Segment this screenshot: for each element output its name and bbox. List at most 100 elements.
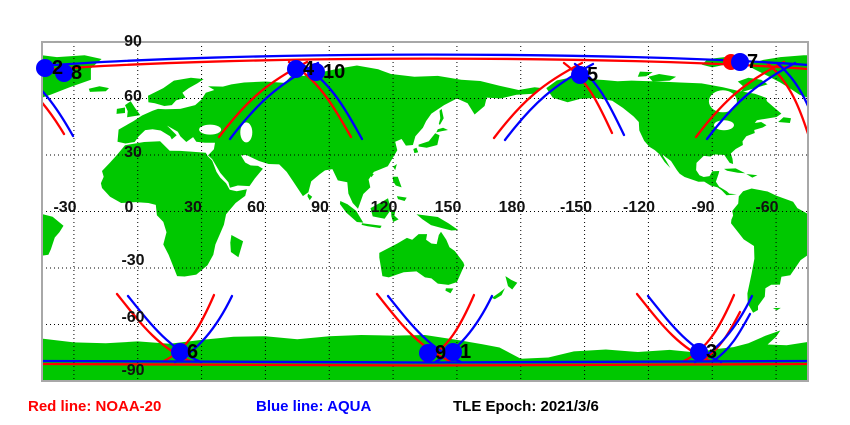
- land-falklands: [772, 307, 781, 311]
- land-sumatra: [339, 201, 364, 223]
- pass-number-2: 2: [52, 57, 63, 79]
- land-japan-kyushu: [413, 147, 419, 154]
- pass-marker-8: [55, 64, 73, 82]
- land-australia: [379, 231, 465, 285]
- land-newfoundland: [778, 117, 791, 123]
- land-mindanao: [396, 196, 407, 201]
- land-scandinavia: [148, 77, 204, 106]
- track-aqua-segment-16: [711, 312, 752, 363]
- lake-hudson-bay: [708, 90, 737, 113]
- lon-tick-180: 180: [499, 199, 526, 216]
- land-hispaniola: [746, 174, 758, 178]
- pass-marker-2: [36, 59, 54, 77]
- land-iceland: [88, 86, 109, 92]
- land-ireland: [116, 107, 125, 114]
- lon-tick--90: -90: [691, 199, 714, 216]
- land-japan-hokkaido: [436, 127, 448, 133]
- lon-tick-0: 0: [125, 199, 134, 216]
- legend-blue-line: Blue line: AQUA: [256, 398, 372, 415]
- track-noaa-20-segment-15: [682, 293, 736, 363]
- land-banks-island: [637, 71, 653, 77]
- land-cuba: [724, 168, 746, 174]
- legend-red-line: Red line: NOAA-20: [28, 398, 162, 415]
- pass-markers: 2 8 4 10 5 7 6 9 1 3: [36, 51, 758, 364]
- land-japan-honshu: [418, 133, 440, 148]
- track-noaa-20-segment-9: [42, 362, 808, 367]
- pass-number-7: 7: [747, 51, 758, 73]
- land-nz-north: [505, 276, 518, 290]
- lon-tick--150: -150: [560, 199, 592, 216]
- legend-tle-epoch: TLE Epoch: 2021/3/6: [453, 398, 599, 415]
- lon-tick--30: -30: [53, 199, 76, 216]
- track-aqua-segment-2: [42, 89, 75, 138]
- lon-tick-90: 90: [311, 199, 329, 216]
- land-victoria-island: [648, 74, 677, 82]
- lat-tick--60: -60: [121, 309, 144, 326]
- pass-marker-4: [287, 60, 305, 78]
- land-sri-lanka: [307, 193, 313, 201]
- pass-marker-3: [690, 343, 708, 361]
- track-noaa-20-segment-12: [375, 292, 452, 363]
- lon-tick-120: 120: [371, 199, 398, 216]
- pass-number-1: 1: [460, 341, 471, 363]
- track-noaa-20-segment-1: [0, 62, 24, 137]
- lat-tick--90: -90: [121, 362, 144, 379]
- pass-number-3: 3: [706, 341, 717, 363]
- land-uk: [125, 101, 141, 118]
- pass-number-6: 6: [187, 341, 198, 363]
- track-aqua-segment-14: [646, 294, 723, 364]
- land-eurasia: [117, 65, 542, 209]
- land-baffin-island: [737, 77, 768, 93]
- pass-number-5: 5: [587, 64, 598, 86]
- track-aqua-segment-10: [126, 294, 203, 364]
- pass-number-4: 4: [303, 58, 315, 80]
- pass-number-10: 10: [323, 61, 345, 83]
- track-noaa-20-segment-11: [162, 293, 216, 363]
- map-frame: [41, 41, 809, 382]
- pass-marker-10: [307, 63, 325, 81]
- land-borneo: [370, 198, 391, 219]
- land-tasmania: [445, 288, 454, 294]
- land-africa: [100, 141, 247, 277]
- track-aqua-segment-0: [42, 53, 808, 68]
- lon-tick-60: 60: [247, 199, 265, 216]
- track-noaa-20-segment-2: [42, 100, 66, 136]
- track-noaa-20-segment-6: [562, 61, 614, 135]
- land-madagascar: [230, 235, 244, 258]
- lat-tick-30: 30: [124, 144, 142, 161]
- track-aqua-segment-1: [0, 63, 35, 139]
- land-nz-south: [491, 288, 505, 300]
- legend: Red line: NOAA-20 Blue line: AQUA TLE Ep…: [0, 398, 850, 418]
- land-java: [361, 223, 382, 229]
- track-noaa-20-segment-8: [764, 60, 808, 138]
- lon-tick-30: 30: [184, 199, 202, 216]
- pass-marker-1: [444, 343, 462, 361]
- pass-number-9: 9: [435, 342, 446, 364]
- land-taiwan: [393, 164, 397, 171]
- lat-tick-90: 90: [124, 33, 142, 50]
- pass-marker-9: [419, 344, 437, 362]
- lake-black-sea: [199, 124, 222, 135]
- lon-tick--120: -120: [623, 199, 655, 216]
- track-noaa-20-segment-0: [42, 57, 808, 72]
- lat-tick-60: 60: [124, 88, 142, 105]
- pass-marker-6: [171, 343, 189, 361]
- land-hainan: [369, 173, 374, 178]
- land-south-america: [731, 188, 808, 313]
- lake-caspian-sea: [240, 122, 253, 143]
- track-aqua-segment-3: [228, 61, 320, 141]
- tick-labels: -30 0 30 60 90 120 150 180 -150 -120 -90 -60 90 60 30 -…: [53, 33, 778, 379]
- pass-marker-5: [571, 66, 589, 84]
- land-new-guinea: [416, 214, 459, 231]
- track-aqua-segment-13: [433, 294, 494, 364]
- lon-tick--60: -60: [755, 199, 778, 216]
- pass-number-8: 8: [71, 62, 82, 84]
- lon-tick-150: 150: [435, 199, 462, 216]
- land-luzon: [392, 176, 402, 188]
- pass-marker-7: [731, 53, 749, 71]
- land-brazil-east-tip: [42, 214, 64, 256]
- lat-tick--30: -30: [121, 252, 144, 269]
- land-sakhalin: [438, 108, 444, 125]
